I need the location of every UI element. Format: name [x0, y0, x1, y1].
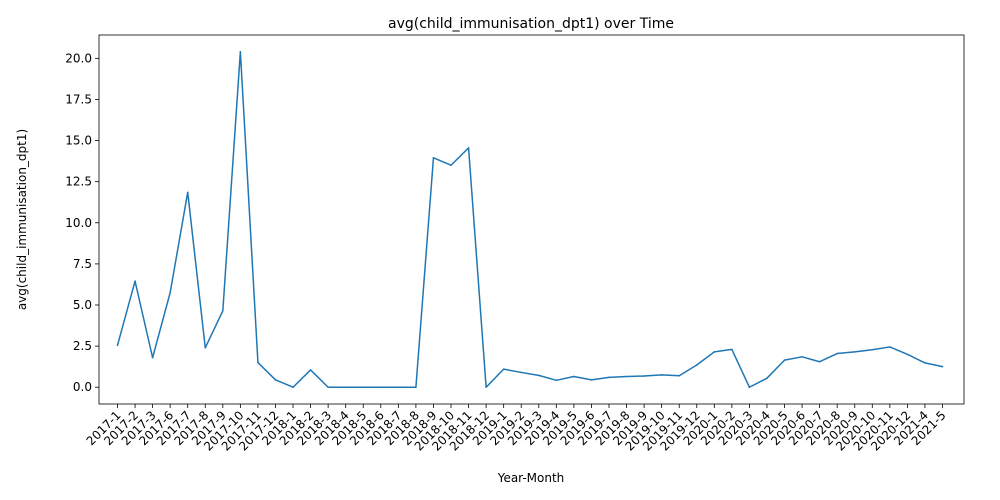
- data-point: [239, 50, 242, 53]
- data-point: [801, 356, 803, 358]
- data-point: [941, 365, 944, 368]
- data-point: [590, 379, 593, 381]
- data-point: [362, 386, 365, 389]
- data-point: [415, 386, 417, 389]
- data-point: [766, 377, 768, 379]
- data-point: [713, 351, 716, 353]
- data-point: [467, 147, 470, 149]
- y-tick-label: 2.5: [73, 339, 92, 353]
- y-tick-label: 12.5: [65, 175, 92, 189]
- data-point: [502, 368, 505, 370]
- data-point: [450, 164, 452, 167]
- y-axis-label: avg(child_immunisation_dpt1): [15, 129, 29, 310]
- data-point: [309, 369, 312, 371]
- data-point: [818, 360, 821, 363]
- data-point: [889, 346, 891, 348]
- data-point: [871, 348, 874, 351]
- data-point: [783, 359, 786, 361]
- plot-lines: [116, 50, 944, 389]
- data-point: [292, 386, 294, 389]
- y-tick-label: 0.0: [73, 380, 92, 394]
- data-point: [520, 371, 523, 374]
- data-point: [573, 375, 575, 378]
- data-point: [748, 386, 751, 389]
- data-point: [924, 362, 926, 364]
- y-tick-label: 15.0: [65, 134, 92, 148]
- data-point: [643, 375, 645, 377]
- data-point: [222, 309, 224, 312]
- y-tick-label: 10.0: [65, 216, 92, 230]
- data-point: [169, 291, 171, 294]
- data-point: [186, 191, 189, 194]
- chart-title: avg(child_immunisation_dpt1) over Time: [388, 16, 674, 32]
- data-point: [485, 386, 487, 389]
- data-point: [906, 353, 909, 356]
- data-point: [379, 386, 382, 389]
- data-point: [134, 280, 136, 282]
- data-point: [660, 374, 663, 376]
- data-point: [608, 376, 610, 379]
- x-axis: 2017-12017-22017-32017-62017-72017-82017…: [84, 404, 949, 454]
- y-tick-label: 7.5: [73, 257, 92, 271]
- y-axis: 0.0 2.5 5.0 7.5 10.0 12.5 15.0 17.5 20.0: [65, 51, 99, 394]
- x-axis-label: Year-Month: [497, 471, 565, 485]
- data-point: [397, 386, 400, 389]
- data-point: [625, 375, 628, 378]
- data-point: [432, 157, 435, 159]
- data-point: [853, 351, 856, 353]
- y-tick-label: 17.5: [65, 92, 92, 106]
- data-point: [204, 346, 207, 349]
- data-point: [344, 386, 347, 389]
- data-point: [327, 386, 329, 389]
- data-point: [555, 379, 558, 382]
- data-point: [836, 352, 838, 355]
- data-point: [257, 361, 259, 364]
- data-point: [678, 374, 681, 377]
- data-point: [695, 364, 698, 366]
- plot-frame: [98, 34, 965, 405]
- data-point: [274, 379, 277, 381]
- series-line: [116, 51, 943, 388]
- y-tick-label: 20.0: [65, 51, 92, 65]
- data-point: [731, 348, 733, 351]
- data-point: [116, 344, 119, 347]
- data-point: [537, 374, 540, 377]
- y-tick-label: 5.0: [73, 298, 92, 312]
- data-point: [151, 356, 154, 359]
